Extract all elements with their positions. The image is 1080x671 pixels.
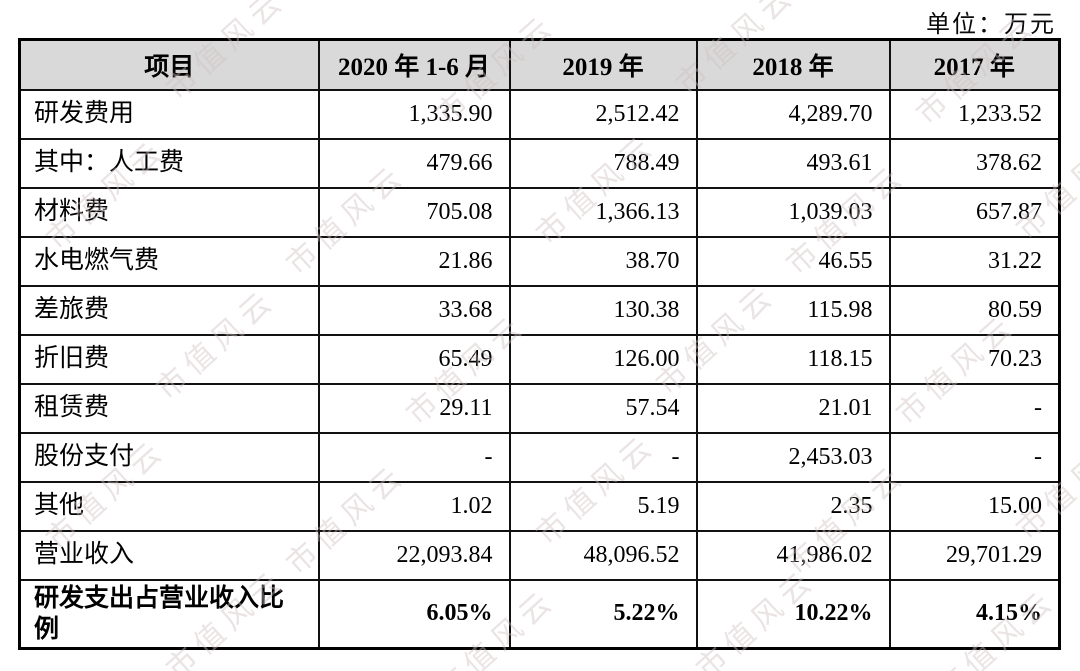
value-cell: 2.35: [695, 480, 891, 532]
value-cell: 31.22: [888, 235, 1061, 287]
value-cell: 4.15%: [888, 578, 1061, 650]
value-cell: 1,039.03: [695, 186, 891, 238]
column-header-item: 项目: [18, 38, 320, 91]
row-label: 其他: [18, 480, 320, 532]
rnd-expense-table: 项目 2020 年 1-6 月 2019 年 2018 年 2017 年 研发费…: [18, 38, 1061, 650]
value-cell: 1,366.13: [508, 186, 698, 238]
table-row: 差旅费 33.68 130.38 115.98 80.59: [18, 284, 1061, 336]
row-label: 差旅费: [18, 284, 320, 336]
value-cell: 29.11: [317, 382, 511, 434]
value-cell: 70.23: [888, 333, 1061, 385]
table-row: 材料费 705.08 1,366.13 1,039.03 657.87: [18, 186, 1061, 238]
value-cell: 115.98: [695, 284, 891, 336]
value-cell: -: [508, 431, 698, 483]
table-row: 其他 1.02 5.19 2.35 15.00: [18, 480, 1061, 532]
value-cell: 657.87: [888, 186, 1061, 238]
value-cell: 57.54: [508, 382, 698, 434]
row-label: 研发费用: [18, 88, 320, 140]
value-cell: 22,093.84: [317, 529, 511, 581]
table-row: 水电燃气费 21.86 38.70 46.55 31.22: [18, 235, 1061, 287]
value-cell: 29,701.29: [888, 529, 1061, 581]
table-row: 营业收入 22,093.84 48,096.52 41,986.02 29,701.29: [18, 529, 1061, 581]
value-cell: 5.22%: [508, 578, 698, 650]
value-cell: 41,986.02: [695, 529, 891, 581]
value-cell: 10.22%: [695, 578, 891, 650]
column-header-2020h1: 2020 年 1-6 月: [317, 38, 511, 91]
value-cell: -: [317, 431, 511, 483]
column-header-2017: 2017 年: [888, 38, 1061, 91]
table-row: 研发费用 1,335.90 2,512.42 4,289.70 1,233.52: [18, 88, 1061, 140]
value-cell: 2,512.42: [508, 88, 698, 140]
value-cell: 130.38: [508, 284, 698, 336]
value-cell: 6.05%: [317, 578, 511, 650]
value-cell: 46.55: [695, 235, 891, 287]
column-header-2019: 2019 年: [508, 38, 698, 91]
table-header: 项目 2020 年 1-6 月 2019 年 2018 年 2017 年: [18, 38, 1061, 91]
column-header-2018: 2018 年: [695, 38, 891, 91]
value-cell: 38.70: [508, 235, 698, 287]
value-cell: 5.19: [508, 480, 698, 532]
row-label: 其中：人工费: [18, 137, 320, 189]
value-cell: 80.59: [888, 284, 1061, 336]
value-cell: 493.61: [695, 137, 891, 189]
value-cell: 21.86: [317, 235, 511, 287]
value-cell: -: [888, 431, 1061, 483]
table-row: 折旧费 65.49 126.00 118.15 70.23: [18, 333, 1061, 385]
row-label: 租赁费: [18, 382, 320, 434]
value-cell: 788.49: [508, 137, 698, 189]
value-cell: -: [888, 382, 1061, 434]
header-row: 项目 2020 年 1-6 月 2019 年 2018 年 2017 年: [18, 38, 1061, 91]
value-cell: 705.08: [317, 186, 511, 238]
table-body: 研发费用 1,335.90 2,512.42 4,289.70 1,233.52 其中：人…: [18, 88, 1061, 650]
value-cell: 1.02: [317, 480, 511, 532]
value-cell: 15.00: [888, 480, 1061, 532]
value-cell: 21.01: [695, 382, 891, 434]
value-cell: 1,335.90: [317, 88, 511, 140]
value-cell: 48,096.52: [508, 529, 698, 581]
row-label: 营业收入: [18, 529, 320, 581]
table-row: 研发支出占营业收入比例 6.05% 5.22% 10.22% 4.15%: [18, 578, 1061, 650]
value-cell: 1,233.52: [888, 88, 1061, 140]
row-label: 研发支出占营业收入比例: [18, 578, 320, 650]
value-cell: 4,289.70: [695, 88, 891, 140]
value-cell: 33.68: [317, 284, 511, 336]
row-label: 材料费: [18, 186, 320, 238]
table-row: 股份支付 - -2,453.03-: [18, 431, 1061, 483]
value-cell: 126.00: [508, 333, 698, 385]
table-row: 租赁费 29.11 57.54 21.01-: [18, 382, 1061, 434]
value-cell: 2,453.03: [695, 431, 891, 483]
row-label: 水电燃气费: [18, 235, 320, 287]
value-cell: 378.62: [888, 137, 1061, 189]
row-label: 折旧费: [18, 333, 320, 385]
value-cell: 65.49: [317, 333, 511, 385]
table-row: 其中：人工费 479.66 788.49 493.61 378.62: [18, 137, 1061, 189]
unit-label: 单位：万元: [926, 12, 1056, 38]
row-label: 股份支付: [18, 431, 320, 483]
value-cell: 479.66: [317, 137, 511, 189]
value-cell: 118.15: [695, 333, 891, 385]
